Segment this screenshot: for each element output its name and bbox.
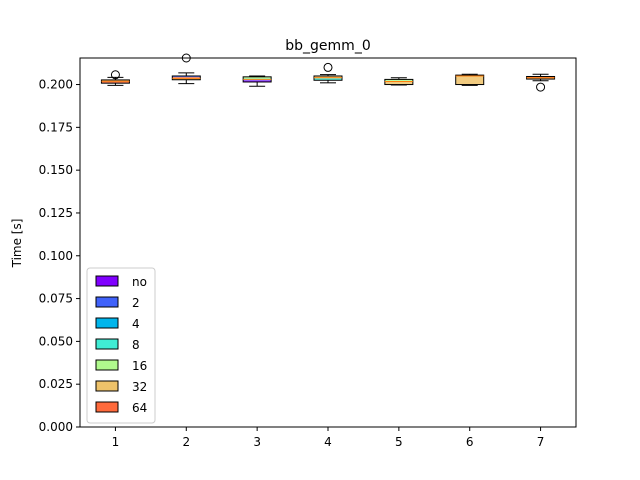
legend-label: 64 [132,401,147,415]
box-fill [384,81,413,85]
outlier-point [110,70,120,80]
y-tick-label: 0.000 [39,420,73,434]
y-tick-label: 0.025 [39,377,73,391]
x-tick-label: 6 [466,435,474,449]
y-tick-label: 0.150 [39,163,73,177]
box-fill [243,80,272,82]
x-axis: 1 2 3 4 5 6 7 [112,427,545,449]
legend-swatch [95,296,119,308]
x-tick-label: 2 [182,435,190,449]
outlier-point [323,62,333,72]
legend-swatch [95,317,119,329]
y-tick-label: 0.200 [39,78,73,92]
box-7 [526,73,556,92]
legend-swatch [95,275,119,287]
x-tick-label: 5 [395,435,403,449]
y-tick-label: 0.175 [39,120,73,134]
box-outline [455,74,485,86]
legend-label: 4 [132,317,140,331]
y-axis: 0.000 0.025 0.050 0.075 0.100 0.125 0.150 0.175… [39,78,80,434]
box-fill [526,76,555,78]
box-fill [314,78,342,81]
box-outline [171,75,201,81]
box-fill [243,76,272,79]
y-axis-label: Time [s] [10,219,24,269]
legend-label: 32 [132,380,147,394]
chart-title: bb_gemm_0 [285,38,370,54]
legend-swatch [95,401,119,413]
legend-label: 8 [132,338,140,352]
plot-area [79,53,577,428]
box-fill [455,75,484,85]
x-tick-label: 3 [253,435,261,449]
box-fill [101,79,130,82]
x-tick-label: 7 [537,435,545,449]
box-3 [242,75,272,87]
legend-swatch [95,338,119,350]
box-2 [171,53,201,85]
box-6 [455,73,485,86]
box-fill [314,75,342,79]
box-fill [101,81,130,84]
y-tick-label: 0.050 [39,334,73,348]
box-fill [384,79,413,82]
y-tick-label: 0.100 [39,249,73,263]
legend-swatch [95,359,119,371]
legend-label: no [132,275,147,289]
legend: no 2 4 8 16 32 64 [86,267,156,424]
box-1 [100,70,130,86]
x-tick-label: 4 [324,435,332,449]
box-fill [172,77,201,79]
y-tick-label: 0.075 [39,292,73,306]
legend-swatch [95,380,119,392]
legend-label: 16 [132,359,147,373]
box-outline [384,78,414,86]
legend-label: 2 [132,296,140,310]
box-fill [172,78,201,80]
y-tick-label: 0.125 [39,206,73,220]
box-fill [526,77,555,80]
box-fill [172,75,201,78]
x-tick-label: 1 [112,435,120,449]
box-5 [384,77,414,86]
box-4 [313,62,343,84]
outlier-point [536,82,546,92]
